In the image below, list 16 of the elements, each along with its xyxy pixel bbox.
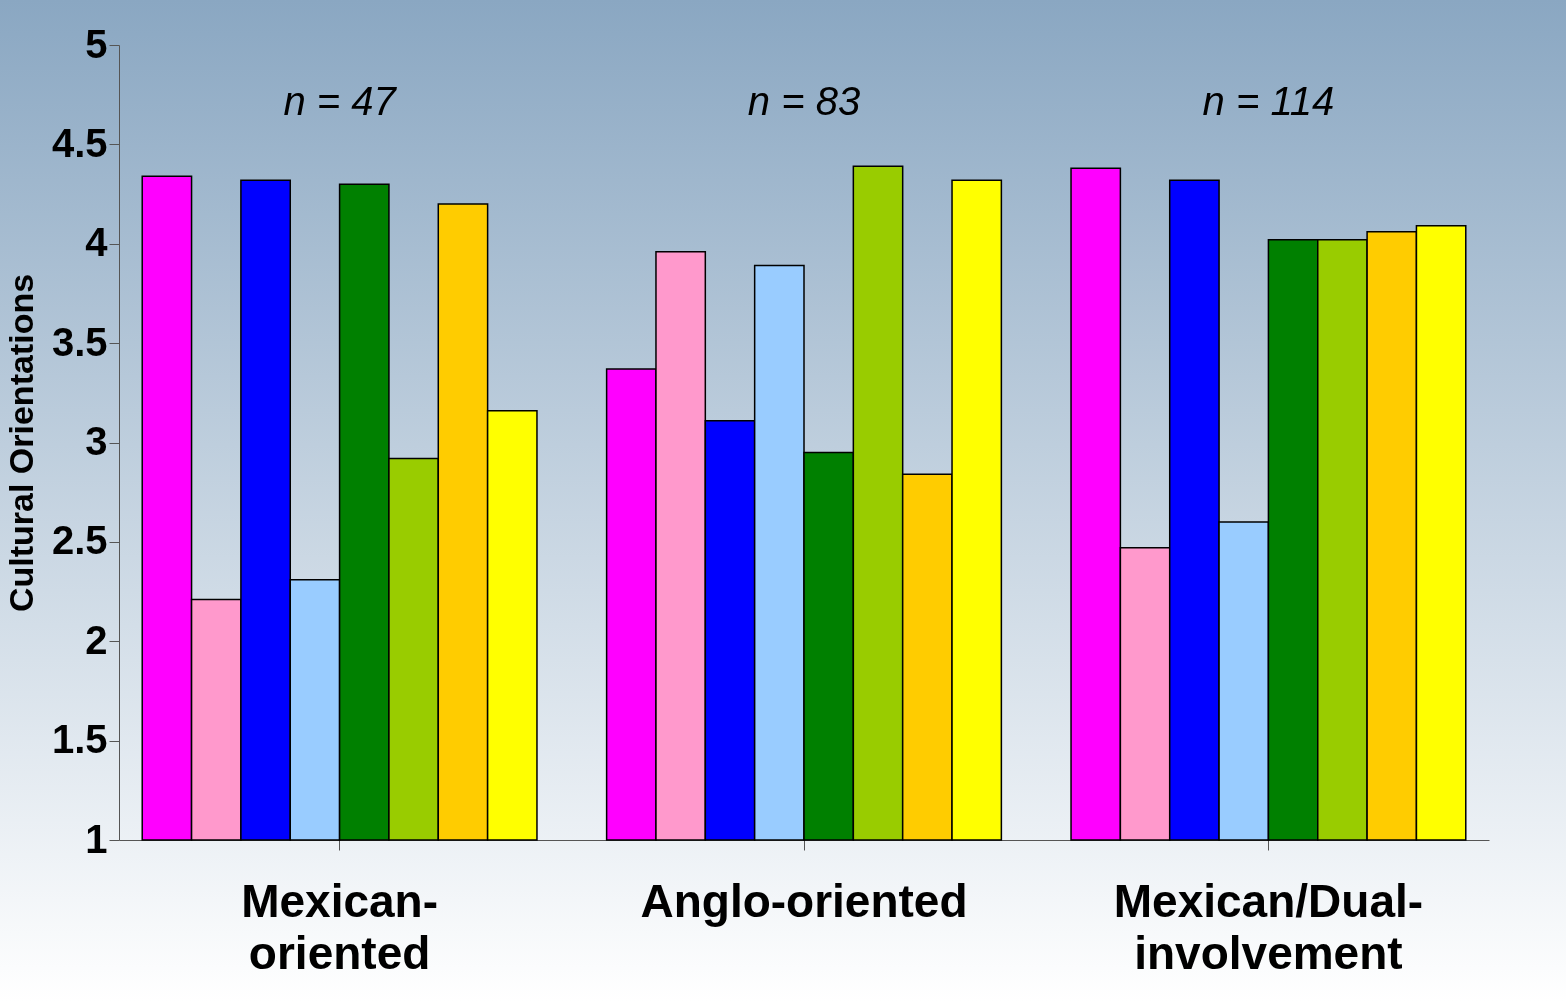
x-tick-label: Mexican/Dual-involvement xyxy=(1113,874,1424,979)
y-tick-label: 3 xyxy=(85,419,108,463)
annotation: n = 47 xyxy=(283,79,398,123)
y-axis-title: Cultural Orientations xyxy=(1,273,40,613)
y-tick-label: 3.5 xyxy=(51,319,108,364)
x-tick-label: Mexican-oriented xyxy=(241,874,439,979)
y-tick-label: 5 xyxy=(85,21,108,66)
y-tick-label: 1 xyxy=(85,816,108,861)
y-tick-label: 4.5 xyxy=(51,120,108,165)
y-tick-label: 2.5 xyxy=(51,518,108,563)
annotation: n = 114 xyxy=(1202,79,1335,123)
y-tick-label: 1.5 xyxy=(51,717,108,762)
x-tick-label: Anglo-oriented xyxy=(640,874,968,927)
y-tick-label: 4 xyxy=(85,220,109,265)
y-tick-label: 2 xyxy=(85,617,108,662)
annotation: n = 83 xyxy=(747,79,861,123)
